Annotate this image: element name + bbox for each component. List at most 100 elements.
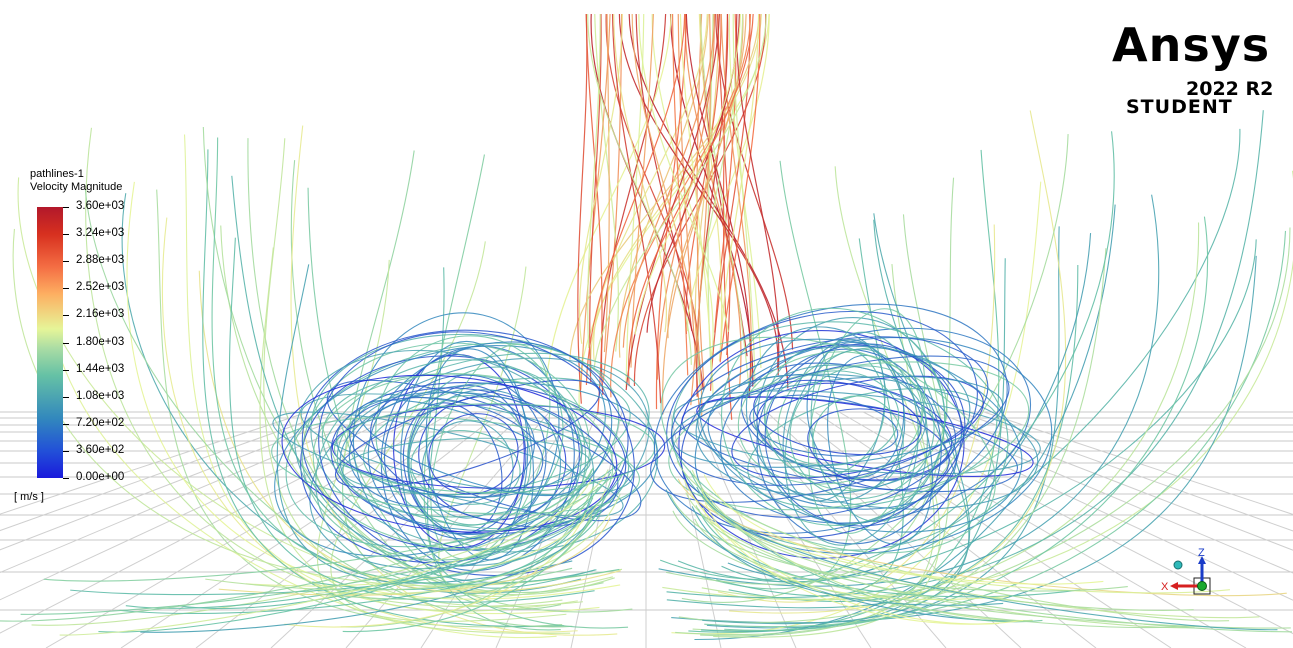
grid-line <box>911 411 1293 574</box>
pathline <box>610 13 752 398</box>
pathline <box>694 204 1116 641</box>
pathline <box>716 13 731 356</box>
vortex-pathline <box>699 338 1023 533</box>
pathline <box>728 265 1079 603</box>
legend-tick-mark <box>63 396 69 398</box>
pathline <box>703 474 1104 585</box>
grid-line <box>669 411 722 648</box>
pathline <box>59 478 593 636</box>
brand-name: Ansys <box>1112 18 1271 72</box>
vortex-pathline <box>737 351 923 485</box>
pathline <box>211 137 620 585</box>
legend-tick-label: 1.44e+03 <box>76 362 125 375</box>
vortex-pathline <box>312 373 614 550</box>
pathline <box>592 13 708 361</box>
vortex-pathline <box>370 387 619 528</box>
pathline <box>701 258 1006 632</box>
pathline <box>284 510 588 628</box>
pathline <box>594 13 620 352</box>
pathline <box>630 13 654 368</box>
pathline <box>602 13 623 382</box>
vortex-pathline <box>650 355 1010 503</box>
grid-line <box>959 411 1293 532</box>
vortex-pathline <box>694 336 1053 555</box>
grid-line <box>935 411 1293 551</box>
pathline <box>613 13 668 333</box>
vortex-pathline <box>807 408 950 491</box>
pathline <box>721 128 1241 583</box>
vortex-pathline <box>680 344 966 539</box>
legend-subtitle: Velocity Magnitude <box>30 181 123 193</box>
pathline <box>585 13 603 415</box>
pathline <box>438 266 613 598</box>
ansys-logo: Ansys 2022 R2 STUDENT <box>1100 18 1293 128</box>
pathline <box>125 473 623 609</box>
brand-edition: STUDENT <box>1126 96 1233 118</box>
pathline <box>259 247 578 612</box>
legend-tick-label: 1.80e+03 <box>76 335 125 348</box>
pathline <box>43 461 623 582</box>
x-axis-label: X <box>1161 581 1169 593</box>
legend-tick-mark <box>63 261 69 263</box>
grid-line <box>0 411 309 515</box>
legend-tick-mark <box>63 478 69 479</box>
pathline <box>696 486 1278 631</box>
pathline <box>633 13 767 387</box>
pathline <box>658 194 1160 587</box>
vortex-pathline <box>678 329 965 559</box>
pathline <box>98 471 612 633</box>
pathline <box>340 486 595 628</box>
pathline <box>681 134 1069 603</box>
pathline <box>589 13 602 383</box>
grid-line <box>0 411 381 574</box>
pathline <box>701 492 1194 611</box>
pathline <box>307 187 629 629</box>
legend-tick-mark <box>63 207 69 208</box>
grid-line <box>0 411 333 532</box>
pathline <box>315 513 593 600</box>
pathline <box>720 13 760 355</box>
vortex-pathline <box>408 394 532 526</box>
vortex-pathline <box>666 310 978 518</box>
pathline <box>691 469 1033 621</box>
vortex-pathline <box>672 375 1004 468</box>
z-axis-label: Z <box>1198 548 1205 559</box>
pathline <box>717 224 996 603</box>
vortex-pathline <box>668 361 1030 511</box>
vortex-pathline <box>318 331 635 577</box>
vortex-pathline <box>326 379 642 522</box>
legend-tick-mark <box>63 315 69 317</box>
vortex-pathline <box>421 420 514 519</box>
vortex-pathline <box>281 374 618 533</box>
pathline <box>12 228 623 587</box>
pathline <box>228 237 595 603</box>
vortex-pathline <box>309 357 650 570</box>
pathline <box>140 514 593 633</box>
vortex-pathline <box>334 379 601 489</box>
vortex-pathline <box>352 312 560 552</box>
legend-tick-mark <box>63 369 69 371</box>
vortex-pathline <box>670 336 989 486</box>
pathline <box>247 138 604 594</box>
grid-line <box>120 411 478 648</box>
axis-triad[interactable]: Z X <box>1160 548 1230 610</box>
pathline <box>690 13 712 406</box>
pathline <box>666 219 970 609</box>
pathline <box>342 487 611 632</box>
vortex-pathline <box>321 373 630 530</box>
pathline <box>20 486 599 615</box>
legend-tick-label: 3.60e+03 <box>76 200 125 212</box>
pathline <box>698 490 1260 619</box>
pathline <box>231 175 597 584</box>
pathline <box>202 149 565 628</box>
vortex-pathline <box>753 379 922 456</box>
x-axis-arrowhead <box>1170 582 1178 590</box>
vortex-pathline <box>430 343 551 560</box>
view-origin-sphere[interactable] <box>1173 560 1183 570</box>
z-axis-arrowhead <box>1198 556 1206 564</box>
grid-line <box>717 411 872 648</box>
pathline <box>635 13 693 331</box>
pathline <box>675 248 1107 636</box>
legend-tick-mark <box>63 234 69 236</box>
